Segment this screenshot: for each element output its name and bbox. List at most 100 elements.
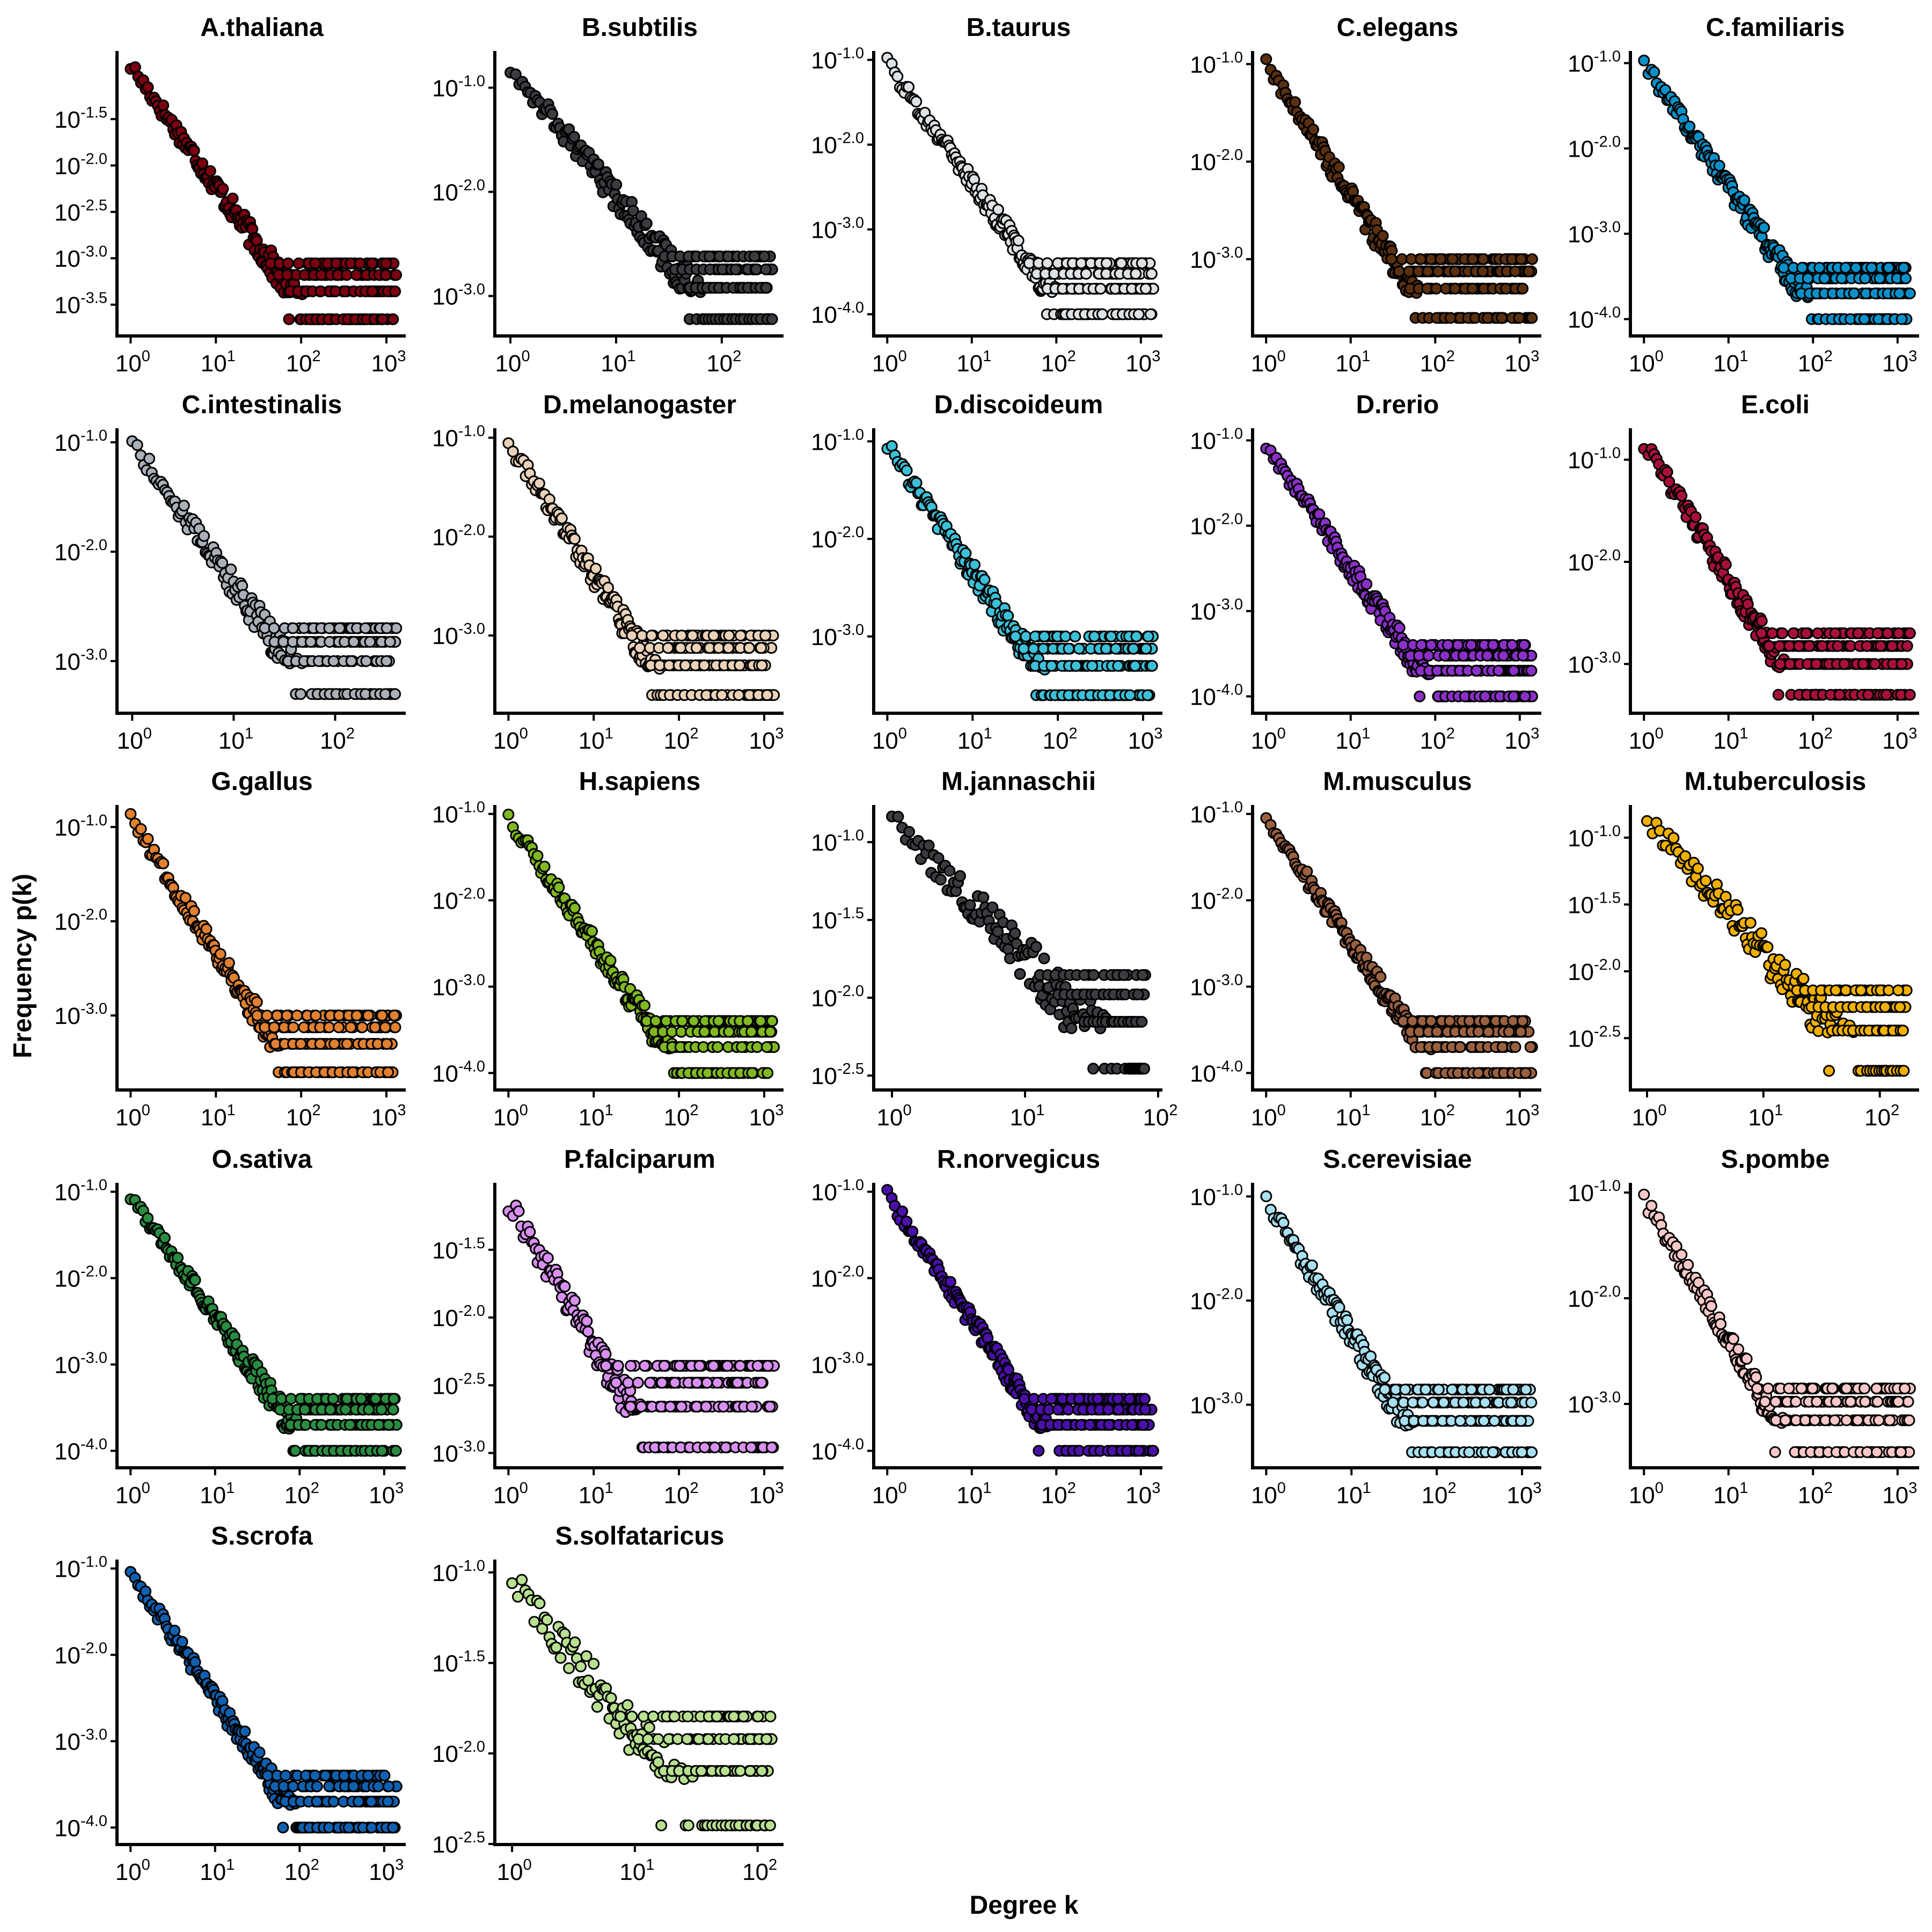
data-point [131,439,143,451]
data-point [538,860,551,873]
data-point [1301,865,1313,877]
data-point [1893,287,1906,299]
data-point [541,1252,554,1264]
data-point [1360,578,1373,590]
data-point [1080,268,1092,280]
panel-title: D.melanogaster [543,391,736,419]
data-point [360,655,372,667]
data-points [1260,812,1538,1079]
data-point [251,996,263,1008]
data-point [654,659,666,671]
data-point [1894,1001,1906,1013]
y-tick-label: 10-2.0 [432,522,485,551]
data-point [658,1360,670,1372]
data-point [764,1026,777,1038]
data-point [1038,952,1050,964]
data-point [657,630,669,642]
data-point [766,1015,778,1027]
x-tick-label: 101 [579,725,613,754]
data-point [699,1441,711,1453]
y-tick-label: 10-1.0 [811,426,864,455]
data-point [896,1205,909,1218]
y-tick-label: 10-1.0 [1568,823,1621,852]
y-tick-label: 10-3.0 [54,646,107,675]
data-point [644,1377,656,1389]
data-point [364,636,376,648]
data-point [380,655,393,667]
data-point [686,630,699,642]
data-point [1526,312,1538,324]
data-point [1509,1041,1521,1053]
data-point [600,1360,612,1372]
data-point [1435,253,1447,265]
x-tick-label: 102 [1864,1102,1899,1131]
data-point [1818,272,1831,284]
data-point [758,250,771,262]
data-point [1070,660,1082,672]
data-point [261,1009,273,1022]
data-point [1744,917,1757,929]
data-point [1858,313,1870,325]
data-point [1030,941,1042,953]
data-point [1904,627,1916,639]
data-point [639,999,651,1012]
data-point [742,1015,754,1027]
data-point [1507,1015,1519,1027]
data-point [1445,312,1457,324]
x-tick-label: 100 [115,348,150,377]
data-point [376,1445,388,1457]
y-axis-title: Frequency p(k) [9,874,37,1058]
data-point [1496,312,1508,324]
data-point [734,630,747,642]
data-point [1898,1065,1910,1077]
data-point [1374,971,1387,983]
panel-title: R.norvegicus [937,1145,1100,1174]
data-point [251,1009,264,1022]
data-point [743,642,755,654]
y-tick-label: 10-3.0 [432,971,485,1000]
data-point [1130,268,1142,280]
data-point [531,850,544,862]
x-tick-label: 102 [1043,725,1078,754]
y-tick-label: 10-1.0 [1190,799,1243,828]
data-point [1452,639,1464,651]
data-point [533,477,545,489]
y-tick-label: 10-3.5 [54,290,107,319]
data-point [310,1009,322,1022]
x-tick-label: 101 [218,725,253,754]
y-tick-label: 10-2.0 [432,177,485,206]
data-point [1385,253,1397,265]
data-point [1492,664,1505,677]
data-point [602,582,614,594]
data-point [1009,927,1021,939]
data-point [1425,253,1437,265]
y-tick-label: 10-1.0 [432,799,485,828]
x-tick-label: 100 [117,725,152,754]
data-points [125,1193,402,1457]
data-point [722,642,735,654]
data-point [1514,1026,1527,1038]
data-point [1105,630,1117,642]
data-point [734,659,746,671]
data-point [679,659,691,671]
data-point [1425,1015,1437,1027]
data-point [217,182,229,195]
x-tick-label: 100 [495,348,530,377]
x-tick-label: 102 [1798,725,1833,754]
data-point [1755,627,1768,639]
data-point [1441,639,1454,651]
data-point [379,1021,391,1034]
data-point [1689,511,1702,523]
x-tick-label: 102 [664,1480,699,1509]
data-point [354,257,366,269]
y-tick-label: 10-2.0 [54,906,107,935]
data-point [1018,642,1030,655]
data-point [712,1041,724,1053]
data-point [513,1205,525,1217]
data-point [1110,642,1122,655]
y-tick-label: 10-1.0 [54,812,107,841]
